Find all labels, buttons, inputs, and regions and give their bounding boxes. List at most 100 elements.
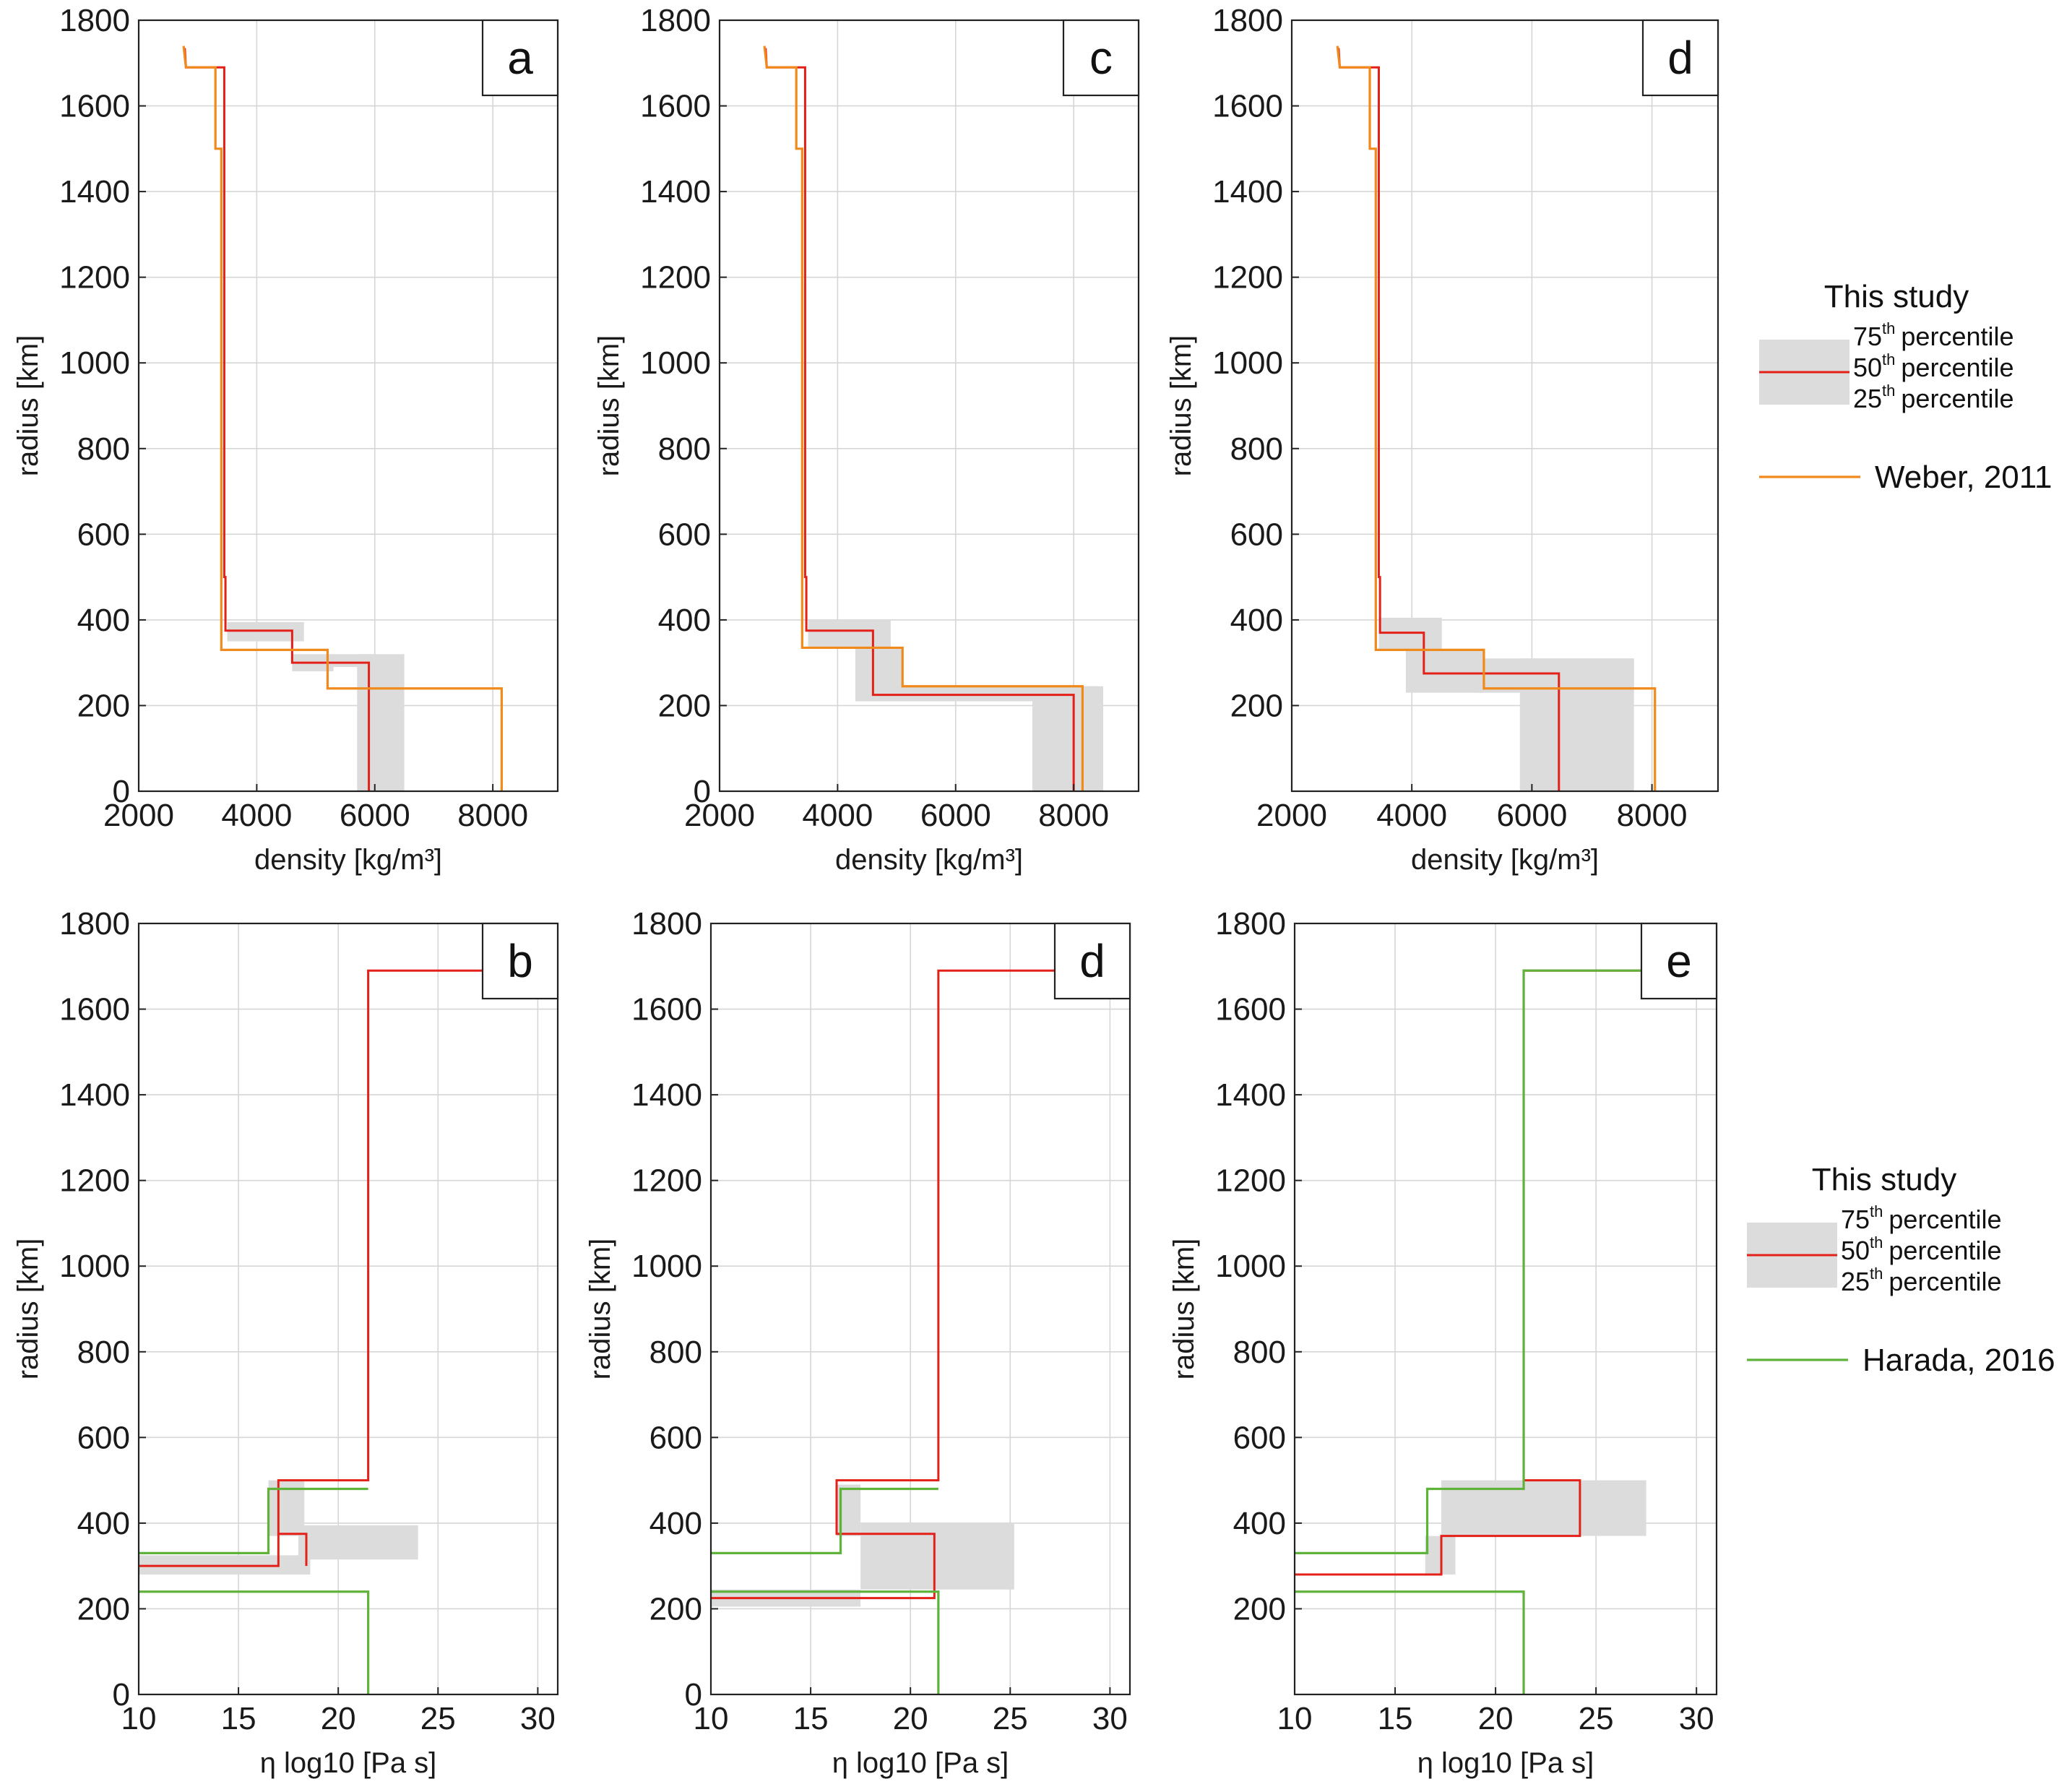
x-tick-label: 30 — [1679, 1701, 1714, 1736]
panel-letter: b — [507, 935, 533, 987]
y-tick-label: 1400 — [631, 1077, 702, 1113]
legend-percentile-text: percentile — [1901, 384, 2013, 413]
x-tick-label: 15 — [221, 1701, 256, 1736]
x-tick-label: 8000 — [457, 798, 528, 833]
y-tick-label: 1600 — [59, 992, 130, 1028]
axes-frame — [1293, 922, 1718, 1696]
y-tick-label: 1800 — [1215, 906, 1286, 942]
x-tick-label: 8000 — [1617, 798, 1688, 833]
legend-percentile-suffix: th — [1870, 1202, 1883, 1220]
x-axis-label: density [kg/m³] — [1411, 844, 1599, 876]
y-tick-label: 1800 — [59, 3, 130, 38]
x-tick-label: 20 — [321, 1701, 356, 1736]
y-tick-label: 600 — [77, 517, 130, 552]
series-line-median — [139, 969, 558, 1567]
x-tick-label: 20 — [1478, 1701, 1514, 1736]
legend-percentile-number: 25 — [1841, 1267, 1870, 1296]
series-line-harada — [1295, 1590, 1525, 1694]
y-tick-label: 1400 — [59, 1077, 130, 1113]
y-axis-label: radius [km] — [12, 1239, 44, 1380]
legend-percentile-suffix: th — [1882, 350, 1895, 369]
panel-d-top: 2000 4000 6000 8000 200 400 600 800 1000 1200 1400… — [1165, 3, 1719, 876]
percentile-band — [298, 1525, 418, 1560]
y-tick-label: 400 — [77, 603, 130, 638]
x-tick-label: 15 — [793, 1701, 829, 1736]
y-tick-label: 0 — [113, 1677, 130, 1713]
y-axis-label: radius [km] — [12, 335, 44, 477]
x-tick-label: 30 — [1092, 1701, 1128, 1736]
y-tick-label: 1000 — [59, 1249, 130, 1284]
series-line-weber — [763, 46, 1084, 791]
y-tick-label: 1800 — [631, 906, 702, 942]
legend-percentile-suffix: th — [1870, 1265, 1883, 1283]
y-tick-label: 800 — [658, 431, 711, 467]
y-tick-label: 400 — [1230, 603, 1283, 638]
panel-letter: a — [507, 32, 533, 84]
legend-reference-label: Weber, 2011 — [1875, 460, 2052, 495]
y-tick-label: 1200 — [59, 1163, 130, 1199]
y-axis-label: radius [km] — [593, 335, 625, 477]
y-tick-label: 1200 — [1212, 260, 1283, 296]
y-tick-label: 1800 — [59, 906, 130, 942]
legend-percentile-label: 25th percentile — [1853, 382, 2014, 413]
y-tick-label: 600 — [658, 517, 711, 552]
series-line-harada — [711, 1487, 938, 1554]
legend-percentile-number: 75 — [1853, 322, 1882, 351]
y-tick-label: 800 — [77, 1335, 130, 1370]
legend-title: This study — [1812, 1162, 1957, 1197]
legend-percentile-text: percentile — [1889, 1205, 2001, 1234]
y-tick-label: 1800 — [1212, 3, 1283, 38]
legend-percentile-label: 25th percentile — [1841, 1265, 2002, 1296]
panel-d-bottom: 10 15 20 25 30 0 200 400 600 800 1000 1200 1400 1600 1… — [584, 906, 1131, 1779]
y-tick-label: 800 — [1233, 1335, 1286, 1370]
x-tick-label: 20 — [893, 1701, 928, 1736]
x-tick-label: 25 — [1579, 1701, 1614, 1736]
x-axis-label: η log10 [Pa s] — [1417, 1747, 1594, 1779]
axes-frame — [709, 922, 1131, 1696]
percentile-band — [1405, 650, 1484, 693]
axes-frame — [1290, 19, 1719, 793]
series-line-harada — [139, 1487, 368, 1554]
x-tick-label: 6000 — [340, 798, 410, 833]
x-tick-label: 25 — [420, 1701, 456, 1736]
x-tick-label: 25 — [993, 1701, 1028, 1736]
y-tick-label: 1400 — [59, 174, 130, 210]
legend-percentile-suffix: th — [1882, 382, 1895, 400]
legend-percentile-text: percentile — [1901, 322, 2013, 351]
legend-percentile-label: 50th percentile — [1853, 350, 2014, 382]
y-tick-label: 1800 — [640, 3, 711, 38]
x-axis-label: density [kg/m³] — [835, 844, 1023, 876]
legend-reference-label: Harada, 2016 — [1862, 1343, 2055, 1378]
y-tick-label: 200 — [77, 1591, 130, 1627]
legend-percentile-number: 50 — [1841, 1236, 1870, 1265]
series-line-harada — [1295, 969, 1717, 1554]
y-tick-label: 1000 — [640, 345, 711, 381]
legend-percentile-number: 50 — [1853, 353, 1882, 382]
y-tick-label: 0 — [685, 1677, 702, 1713]
x-tick-label: 10 — [1277, 1701, 1313, 1736]
x-tick-label: 4000 — [1376, 798, 1447, 833]
panel-b: 10 15 20 25 30 0 200 400 600 800 1000 1200 1400 1600 1… — [12, 906, 559, 1779]
x-tick-label: 8000 — [1038, 798, 1109, 833]
legend-percentile-text: percentile — [1889, 1236, 2001, 1265]
panel-e: 10 15 20 25 30 200 400 600 800 1000 1200 1400 1600 18… — [1168, 906, 1718, 1779]
axes-frame — [137, 19, 559, 793]
series-line-median — [184, 48, 371, 791]
x-tick-label: 2000 — [103, 798, 174, 833]
y-tick-label: 800 — [649, 1335, 702, 1370]
y-tick-label: 200 — [649, 1591, 702, 1627]
y-tick-label: 0 — [113, 774, 130, 809]
series-line-harada — [711, 1590, 940, 1694]
y-tick-label: 1600 — [1215, 992, 1286, 1028]
legend-percentile-text: percentile — [1889, 1267, 2001, 1296]
y-tick-label: 600 — [77, 1420, 130, 1455]
y-tick-label: 1600 — [631, 992, 702, 1028]
x-tick-label: 10 — [121, 1701, 157, 1736]
y-tick-label: 400 — [1233, 1506, 1286, 1541]
y-tick-label: 1400 — [1215, 1077, 1286, 1113]
legend-percentile-text: percentile — [1901, 353, 2013, 382]
y-tick-label: 800 — [1230, 431, 1283, 467]
percentile-band — [855, 647, 903, 702]
x-tick-label: 15 — [1378, 1701, 1413, 1736]
x-tick-label: 2000 — [684, 798, 755, 833]
